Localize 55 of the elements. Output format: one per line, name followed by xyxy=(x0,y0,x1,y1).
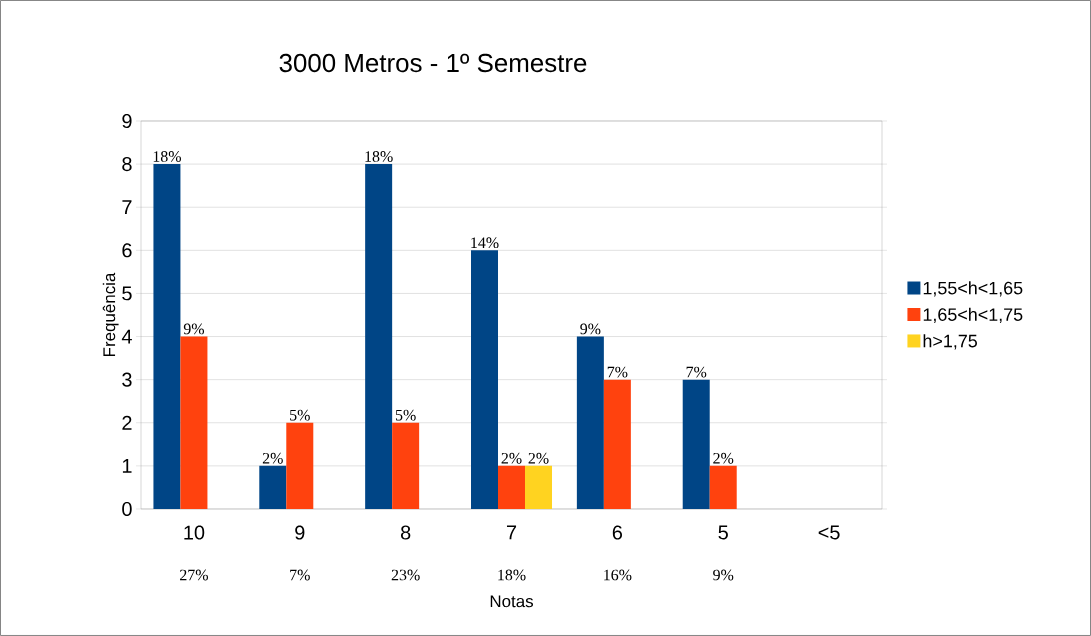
y-axis-title: Frequência xyxy=(102,272,119,356)
x-tick-label: 8 xyxy=(400,525,411,540)
y-tick-label: 2 xyxy=(122,415,132,430)
y-tick-label: 0 xyxy=(122,501,132,517)
annotation: 7% xyxy=(607,366,628,378)
annotation: 18% xyxy=(365,151,393,162)
x-tick-label: <5 xyxy=(818,525,840,540)
annotation: 2% xyxy=(713,452,734,464)
y-tick-label: 3 xyxy=(122,372,132,387)
annotation: 5% xyxy=(290,409,310,421)
bar xyxy=(709,465,737,509)
bar xyxy=(576,336,604,509)
y-tick-label: 6 xyxy=(122,243,132,258)
x-axis-title: Notas xyxy=(490,595,534,608)
text: 27% xyxy=(180,569,208,581)
x-tick-label: 9 xyxy=(295,525,305,540)
annotation: 18% xyxy=(153,151,181,162)
annotation: 9% xyxy=(183,323,205,335)
y-tick-label: 9 xyxy=(122,113,132,129)
y-tick-label: 5 xyxy=(122,286,132,301)
bar xyxy=(603,379,631,509)
bar xyxy=(153,164,181,509)
bar xyxy=(286,422,314,509)
bar xyxy=(498,465,526,509)
text: 9% xyxy=(713,569,734,581)
bar xyxy=(471,250,499,509)
bar xyxy=(525,465,553,509)
annotation: 7% xyxy=(686,366,707,378)
chart-title: 3000 Metros - 1º Semestre xyxy=(279,53,587,73)
text: 7% xyxy=(290,569,310,581)
y-tick-label: 1 xyxy=(122,459,132,473)
bar xyxy=(180,336,208,509)
y-tick-label: 8 xyxy=(122,157,132,172)
x-tick-label: 7 xyxy=(506,525,517,540)
annotation: 2% xyxy=(501,452,522,464)
legend-label: 1,55<h<1,65 xyxy=(923,281,1023,297)
bar xyxy=(682,379,710,509)
bar xyxy=(392,422,420,509)
annotation: 2% xyxy=(262,452,283,464)
annotation: 2% xyxy=(528,452,549,464)
text: 16% xyxy=(604,569,632,581)
x-tick-label: 6 xyxy=(612,525,623,540)
y-tick-label: 7 xyxy=(122,200,132,215)
annotation: 14% xyxy=(471,237,499,249)
annotation: 9% xyxy=(580,323,601,335)
x-tick-label: 10 xyxy=(184,525,205,540)
x-tick-label: 5 xyxy=(718,525,728,540)
legend-label: 1,65<h<1,75 xyxy=(923,307,1023,324)
text: 23% xyxy=(391,569,420,581)
text: 18% xyxy=(498,569,526,581)
annotation: 5% xyxy=(395,409,416,421)
bar xyxy=(365,164,393,509)
bar xyxy=(259,465,287,509)
legend-label: h>1,75 xyxy=(923,334,977,350)
y-tick-label: 4 xyxy=(121,329,132,344)
